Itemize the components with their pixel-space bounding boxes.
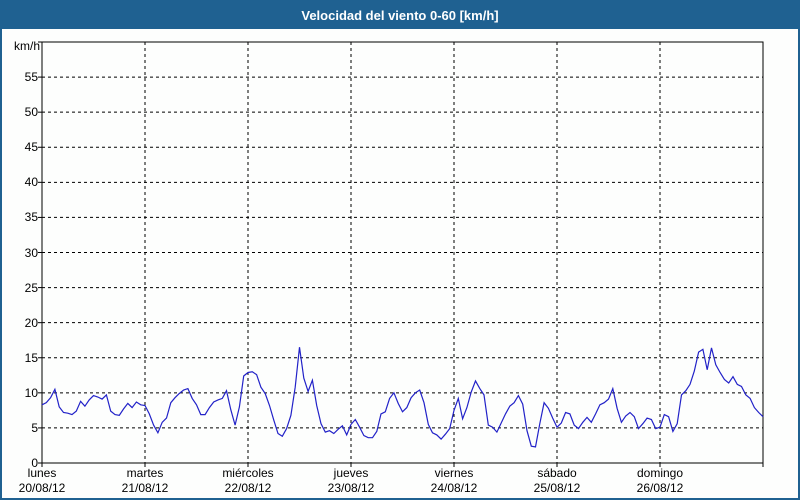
wind-speed-line bbox=[41, 347, 764, 448]
day-date: 23/08/12 bbox=[327, 481, 375, 495]
day-name: miércoles bbox=[222, 466, 274, 480]
x-day-label: jueves 23/08/12 bbox=[299, 466, 403, 498]
y-axis-unit-label: km/h bbox=[13, 39, 40, 53]
day-date: 22/08/12 bbox=[224, 481, 272, 495]
day-name: martes bbox=[126, 466, 164, 480]
y-tick-label: 50 bbox=[24, 105, 38, 120]
day-name: lunes bbox=[27, 466, 57, 480]
day-date: 26/08/12 bbox=[636, 481, 684, 495]
y-tick-label: 15 bbox=[24, 350, 38, 365]
plot-border bbox=[41, 41, 764, 464]
day-date: 21/08/12 bbox=[121, 481, 169, 495]
day-date: 20/08/12 bbox=[18, 481, 66, 495]
y-tick-label: 55 bbox=[24, 70, 38, 85]
y-tick-label: 45 bbox=[24, 140, 38, 155]
x-day-label: martes 21/08/12 bbox=[93, 466, 197, 498]
y-tick-label: 10 bbox=[24, 385, 38, 400]
y-tick-label: 20 bbox=[24, 315, 38, 330]
x-day-label: lunes 20/08/12 bbox=[2, 466, 94, 498]
day-name: jueves bbox=[333, 466, 369, 480]
day-date: 25/08/12 bbox=[533, 481, 581, 495]
y-tick-label: 5 bbox=[31, 420, 38, 435]
y-tick-label: 25 bbox=[24, 280, 38, 295]
x-day-label: domingo 26/08/12 bbox=[608, 466, 712, 498]
chart-title-bar: Velocidad del viento 0-60 [km/h] bbox=[2, 2, 798, 29]
chart-title: Velocidad del viento 0-60 [km/h] bbox=[301, 8, 499, 23]
day-name: sábado bbox=[537, 466, 577, 480]
y-tick-label: 30 bbox=[24, 245, 38, 260]
y-tick-label: 0 bbox=[31, 456, 38, 470]
day-name: domingo bbox=[636, 466, 684, 480]
y-tick-label: 35 bbox=[24, 210, 38, 225]
x-day-label: viernes 24/08/12 bbox=[402, 466, 506, 498]
day-name: viernes bbox=[434, 466, 474, 480]
x-day-label: sábado 25/08/12 bbox=[505, 466, 609, 498]
y-tick-label: 40 bbox=[24, 175, 38, 190]
x-day-label: miércoles 22/08/12 bbox=[196, 466, 300, 498]
day-date: 24/08/12 bbox=[430, 481, 478, 495]
